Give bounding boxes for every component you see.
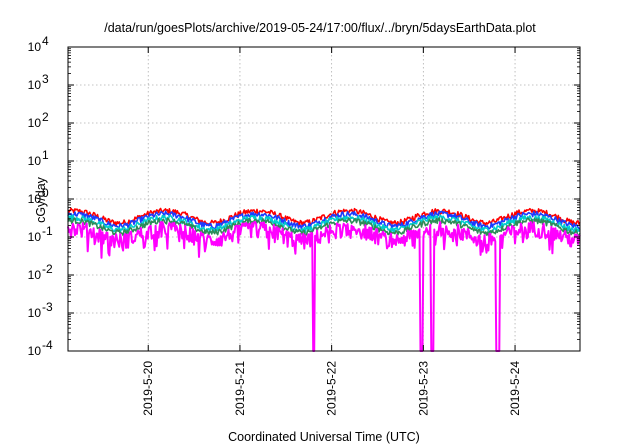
y-tick-label: 10 (28, 306, 42, 320)
x-tick-label: 2019-5-20 (141, 361, 155, 416)
y-tick-label: 10 (28, 40, 42, 54)
y-tick-label: 10 (28, 230, 42, 244)
y-tick-label-exponent: -1 (42, 224, 53, 238)
y-tick-label-exponent: -4 (42, 338, 53, 352)
x-tick-label: 2019-5-23 (416, 361, 430, 416)
x-tick-label: 2019-5-22 (325, 361, 339, 416)
x-axis-ticks: 2019-5-20 2019-5-21 2019-5-22 2019-5-23 2019… (141, 47, 522, 416)
y-tick-label: 10 (28, 116, 42, 130)
y-tick-label: 10 (28, 78, 42, 92)
y-tick-label: 10 (28, 154, 42, 168)
y-tick-label-exponent: 1 (42, 148, 49, 162)
y-axis-label: cGy/day (34, 177, 48, 223)
y-tick-label: 10 (28, 268, 42, 282)
x-tick-label: 2019-5-21 (233, 361, 247, 416)
x-tick-label: 2019-5-24 (508, 361, 522, 416)
y-tick-label: 10 (28, 344, 42, 358)
y-tick-label-exponent: 4 (42, 34, 49, 48)
y-tick-label: 10 (28, 192, 42, 206)
grid-lines (68, 47, 580, 351)
y-tick-label-exponent: 2 (42, 110, 49, 124)
series-line (67, 217, 581, 237)
series-layer (67, 207, 581, 352)
series-line (67, 214, 581, 234)
y-tick-label-exponent: -2 (42, 262, 53, 276)
series-line (67, 207, 581, 227)
x-axis-label: Coordinated Universal Time (UTC) (228, 430, 420, 444)
y-tick-label-exponent: 3 (42, 72, 49, 86)
y-tick-label-exponent: -3 (42, 300, 53, 314)
series-line (67, 220, 581, 352)
y-tick-label-exponent: 0 (42, 186, 49, 200)
chart-title: /data/run/goesPlots/archive/2019-05-24/1… (104, 21, 536, 35)
